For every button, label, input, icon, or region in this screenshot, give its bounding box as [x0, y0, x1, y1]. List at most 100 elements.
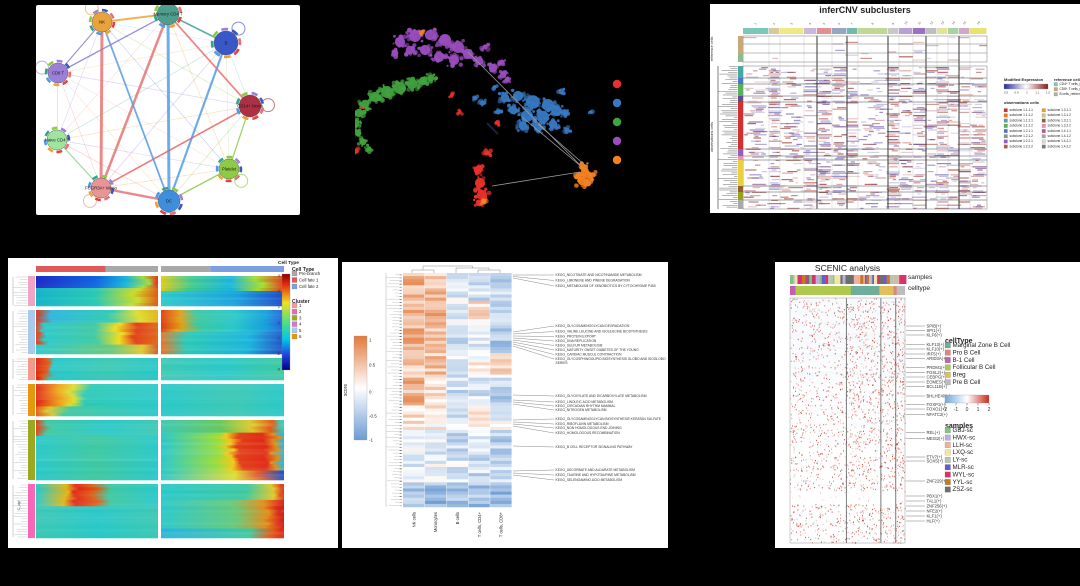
- node-pie-wedge: [241, 91, 248, 97]
- pathway-label: KEGG_HOMOLOGOUS RECOMBINATION: [556, 431, 621, 435]
- node-pie-wedge: [95, 31, 103, 36]
- celltype-legend-item-label: Cell fate 2: [299, 284, 319, 289]
- scenic-samples-legend-swatch: [944, 471, 951, 478]
- cnv-texture: [743, 37, 987, 209]
- node-pie-wedge: [44, 68, 49, 75]
- expression-tick: 0.5: [1004, 91, 1009, 95]
- scenic-samples-legend-item-label: LXQ-sc: [953, 449, 974, 456]
- node-pie-wedge: [47, 60, 54, 67]
- expression-colorbar: [1003, 83, 1049, 90]
- chromosome-tick: 8: [870, 22, 874, 26]
- node-pie-wedge: [111, 21, 116, 29]
- gene-label: IRF5(+): [927, 351, 942, 356]
- pathway-connector: [512, 418, 555, 421]
- scenic-samples-legend: samplesGBJ-scHWX-scLLH-scLXQ-scLY-scMLR-…: [944, 423, 975, 493]
- pathway-label: KEGG_NON HOMOLOGOUS END JOINING: [556, 426, 623, 430]
- pathway-connector: [512, 423, 555, 429]
- gene-label: ARID3A(+): [927, 356, 948, 361]
- node-pie-wedge: [234, 174, 241, 181]
- pathway-connector: [512, 339, 555, 346]
- network-strong-edges: [56, 12, 251, 203]
- chromosome-tick: 4: [808, 22, 812, 26]
- score-colorbar: [353, 335, 368, 441]
- observations-legend-left-item-label: subclone 1.2.2.1: [1010, 139, 1034, 143]
- gene-label: PBX1(+): [927, 493, 944, 498]
- node-pie-wedge: [231, 29, 239, 36]
- pathway-connector: [512, 335, 555, 337]
- node-pie-wedge: [213, 50, 221, 57]
- score-colorbar-tick: -1: [369, 438, 373, 443]
- observations-legend-left-item-label: subclone 1.2.2.2: [1010, 144, 1034, 148]
- observations-legend-left-swatch: [1003, 108, 1008, 113]
- node-pie-wedge: [259, 107, 265, 115]
- gene-label: FOXP1(+): [927, 402, 947, 407]
- sparse-row-band: [790, 491, 905, 503]
- chromosome-tick-labels: 1 2 3 4 5 6 7 8 9 10 11 12 13 14 15 16: [753, 20, 981, 25]
- observations-legend-right-item-label: subclone 1.4.2.1: [1048, 139, 1072, 143]
- celltype-legend-item-label: Pre-branch: [299, 271, 321, 276]
- node-pie-wedge: [171, 187, 179, 193]
- observations-legend-right-item-label: subclone 1.3.1.2: [1048, 113, 1072, 117]
- chromosome-tick: 2: [772, 22, 776, 26]
- observations-legend-left-swatch: [1003, 139, 1008, 144]
- network-node: B: [210, 27, 242, 59]
- node-pie-wedge: [217, 157, 224, 164]
- pathway-label: KEGG_TAURINE AND HYPOTAURINE METABOLISM: [556, 473, 636, 477]
- pathway-label: KEGG_LINOLEIC ACID METABOLISM: [556, 400, 614, 404]
- celltype-annotation-bar: [790, 286, 905, 295]
- scenic-frames: [789, 297, 906, 544]
- node-pie-wedge: [210, 40, 215, 49]
- observations-legend-left-swatch: [1003, 118, 1008, 123]
- gene-label: HLF(+): [927, 518, 941, 523]
- panel-infercnv: inferCNV subclusters 1 2 3 4 5 6 7 8 9 10 11 12 13 14…: [710, 4, 1080, 213]
- node-pie-wedge: [161, 186, 169, 192]
- node-pie-wedge: [45, 77, 52, 84]
- node-pie-wedge: [43, 139, 48, 146]
- node-pie-wedge: [176, 16, 182, 24]
- gene-label: SPIB(+): [927, 323, 942, 328]
- node-pie-wedge: [105, 29, 112, 35]
- cluster-sidebar-segment: [28, 484, 35, 538]
- scenic-samples-legend-item-label: LLH-sc: [953, 442, 973, 449]
- node-label: CD14+ Mono: [237, 104, 263, 109]
- scenic-samples-legend-swatch: [944, 442, 951, 448]
- pathway-connector: [512, 445, 555, 448]
- panel-cell-communication-network: NK Memory CD4 T B CD8 T CD14+ Mono Naive CD4 …: [36, 5, 300, 215]
- network-node: FCGR3A+ Mono: [85, 174, 118, 202]
- pathway-label: KEGG_LIMONENE AND PINENE DEGRADATION: [556, 279, 631, 283]
- scenic-gene-annotations: SPIB(+)SPI1(+)KLF6(+) KLF13(+)KLF10(+)IRF…: [905, 323, 951, 523]
- scenic-celltype-legend-swatch: [944, 371, 951, 378]
- node-pie-wedge: [64, 62, 71, 69]
- observations-legend-right-item-label: subclone 1.4.2.2: [1048, 144, 1072, 148]
- column-label: NK cells: [411, 512, 416, 527]
- scenic-celltype-legend-swatch: [944, 364, 951, 371]
- umap-legend-dot: [612, 155, 622, 165]
- pathway-connector: [512, 401, 555, 407]
- observations-legend-left-item-label: subclone 1.1.1.2: [1010, 113, 1034, 117]
- node-circle: [156, 5, 180, 26]
- umap-cluster-purple: [390, 27, 512, 84]
- network-node: Memory CD4 T: [153, 5, 183, 29]
- network-node: CD8 T: [44, 59, 72, 87]
- pathway-connector: [512, 421, 555, 425]
- node-pie-wedge: [62, 79, 69, 86]
- pathway-connector: [512, 337, 555, 342]
- node-pie-wedge: [88, 190, 94, 198]
- observations-legend-right-swatch: [1041, 123, 1046, 128]
- gene-label: SPI1(+): [927, 328, 942, 333]
- gene-label: BCL11B(+): [927, 384, 948, 389]
- node-pie-wedge: [67, 71, 72, 78]
- observations-cells-axis-label: observations cells: [710, 122, 714, 152]
- scenic-samples-legend-swatch: [944, 464, 951, 471]
- node-circle: [218, 158, 240, 180]
- gene-label: MEIS2(+): [927, 436, 945, 441]
- scenic-samples-legend-title: samples: [945, 423, 973, 430]
- node-circle: [213, 30, 239, 56]
- node-pie-wedge: [66, 134, 71, 141]
- panel-scenic: SCENIC analysis samples celltype SPIB(+)…: [775, 262, 1080, 548]
- node-pie-wedge: [237, 37, 242, 46]
